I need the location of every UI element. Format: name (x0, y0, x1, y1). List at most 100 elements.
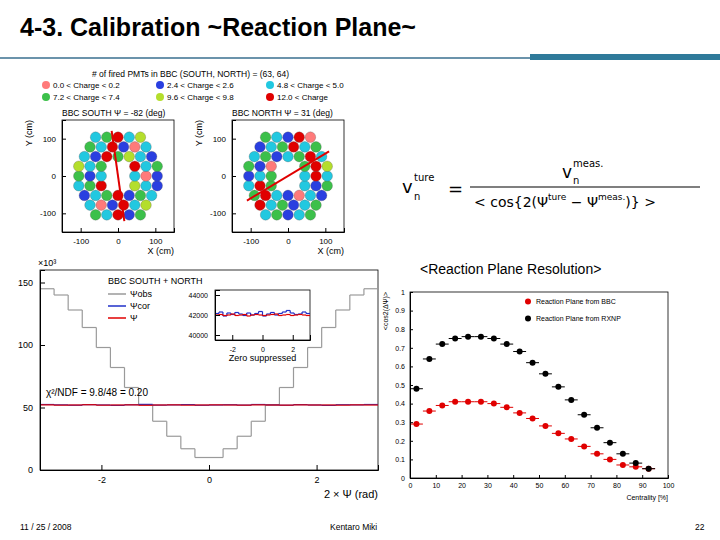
eq-symbol: v (402, 176, 413, 197)
legend-label: 2.4 < Charge < 2.6 (167, 81, 234, 90)
pmt (102, 210, 113, 221)
pmt (316, 190, 327, 201)
bin (294, 314, 298, 315)
pmt (96, 161, 107, 172)
tick-mark (101, 465, 102, 470)
tick-mark (288, 228, 289, 232)
pmt (272, 151, 283, 162)
pmt (300, 142, 311, 153)
tick: 0 (28, 465, 45, 475)
data-point (594, 425, 600, 431)
bin (298, 314, 302, 315)
tick-label: 0.2 (395, 438, 405, 445)
bin (306, 315, 310, 316)
tick-mark (410, 311, 413, 312)
bin (263, 315, 267, 316)
tick: 100 (149, 228, 163, 246)
bin (82, 404, 96, 405)
pmt (130, 142, 141, 153)
tick: 100 (319, 228, 333, 246)
tick-label: 0 (222, 172, 227, 181)
bin (181, 448, 195, 449)
pmt (305, 132, 316, 143)
tick: 0.3 (395, 419, 413, 426)
bin (279, 405, 293, 406)
axis: -1000100 (210, 121, 236, 233)
bin-edge (222, 449, 223, 458)
tick: 0 (52, 172, 66, 181)
bin (322, 405, 336, 406)
bin (237, 405, 251, 406)
data-point (555, 384, 561, 390)
bin (96, 405, 110, 406)
tick-label: 100 (213, 135, 227, 144)
x-axis-title: Centrality [%] (626, 494, 668, 502)
bin-edge (194, 449, 195, 458)
data-point (426, 356, 432, 362)
tick-label: 0.5 (395, 382, 405, 389)
bin-edge (349, 295, 350, 310)
data-point (555, 430, 561, 436)
tick-mark (62, 176, 66, 177)
pmt (130, 200, 141, 211)
pmt (255, 200, 266, 211)
charge-legend: # of fired PMTs in BBC (SOUTH, NORTH) = … (42, 69, 344, 102)
pmt (266, 200, 277, 211)
bin (336, 404, 350, 405)
slide-title: 4-3. Calibration ~Reaction Plane~ (20, 13, 416, 41)
pmt (130, 171, 141, 182)
tick: -100 (73, 228, 90, 246)
pmt (311, 171, 322, 182)
bin (274, 314, 278, 315)
reaction-plane-line (112, 131, 125, 221)
pmt (96, 180, 107, 191)
legend-marker (156, 81, 164, 89)
tick-label: -100 (73, 237, 90, 246)
bin (125, 404, 139, 405)
data-point (646, 466, 652, 472)
pmt (283, 132, 294, 143)
tick-label: -2 (230, 346, 236, 353)
eq-superscript: meas. (573, 158, 603, 169)
axis: -202 (216, 335, 311, 353)
bin (279, 387, 293, 388)
bin (336, 309, 350, 310)
data-point (633, 460, 639, 466)
annotation: χ²/NDF = 9.8/48 = 0.20 (46, 387, 148, 398)
bin (322, 404, 336, 405)
bin (227, 314, 231, 315)
tick-label: 90 (639, 482, 647, 489)
eq-denominator: < cos{2(Ψture − Ψmeas.)} > (474, 192, 656, 210)
footer-author: Kentaro Miki (330, 522, 377, 532)
footer-date: 11 / 25 / 2008 (20, 522, 72, 532)
pmt (96, 200, 107, 211)
bin (82, 404, 96, 405)
footer-page: 22 (695, 522, 705, 532)
tick-mark (410, 441, 413, 442)
eq-part: < cos{2(Ψ (474, 194, 548, 210)
bin (40, 288, 54, 289)
bin (231, 314, 235, 315)
pmt (130, 161, 141, 172)
bin (195, 405, 209, 406)
bin (350, 294, 364, 295)
pmt (102, 151, 113, 162)
data-point (465, 399, 471, 405)
pmt (294, 151, 305, 162)
resolution-chart: 010203040506070809010000.10.20.30.40.50.… (382, 289, 674, 502)
slide: 4-3. Calibration ~Reaction Plane~ <Reacti… (0, 0, 720, 540)
tick-mark (232, 139, 236, 140)
tick: -2 (230, 335, 236, 353)
tick-mark (62, 139, 66, 140)
tick-label: 40 (510, 482, 518, 489)
legend-line (108, 305, 126, 307)
bin (278, 313, 282, 314)
bin (282, 314, 286, 315)
subheading: <Reaction Plane Resolution> (420, 261, 601, 277)
tick-mark (616, 475, 617, 478)
bin (266, 313, 270, 314)
bin (290, 312, 294, 313)
legend-label: Ψcor (130, 301, 150, 311)
bin (265, 404, 279, 405)
bin-edge (265, 405, 266, 421)
